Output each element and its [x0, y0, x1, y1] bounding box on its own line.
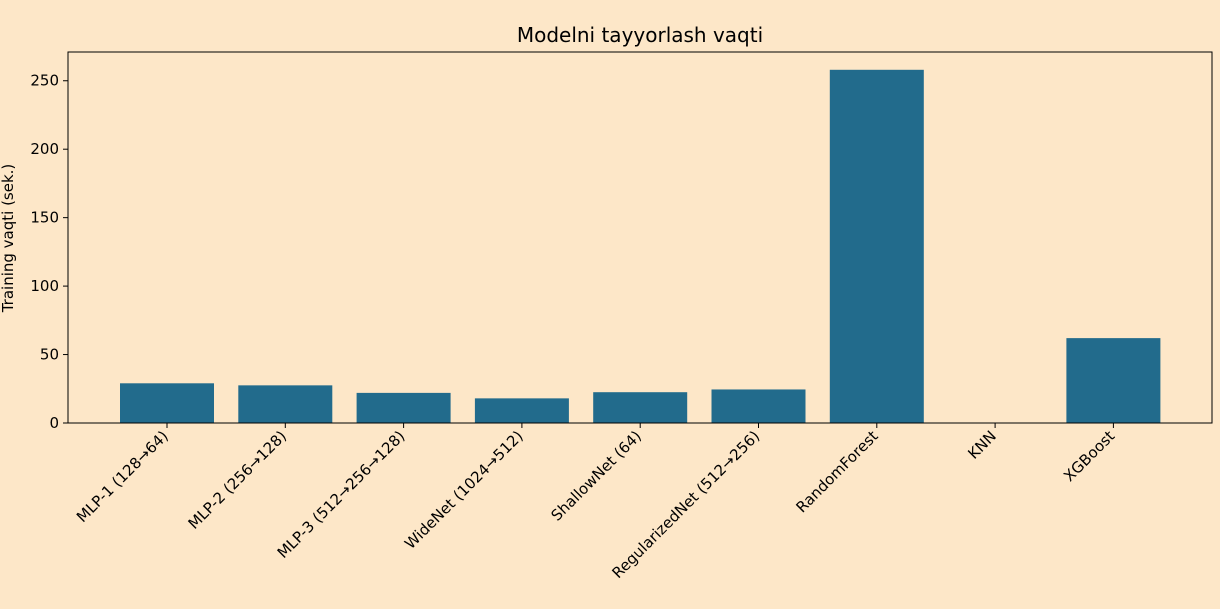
- bar-3: [474, 398, 569, 423]
- y-tick-label-1: 50: [40, 346, 59, 364]
- bar-5: [711, 389, 806, 423]
- y-axis: 0 50 100 150 200 250: [30, 72, 68, 432]
- x-tick-label-8: XGBoost: [1060, 427, 1118, 485]
- y-tick-label-3: 150: [30, 209, 59, 227]
- bar-2: [356, 392, 451, 423]
- bar-6: [829, 69, 924, 423]
- bar-1: [238, 385, 333, 423]
- x-axis: MLP-1 (128→64) MLP-2 (256→128)MLP-3 (512→…: [73, 423, 1118, 582]
- y-tick-label-2: 100: [30, 277, 59, 295]
- y-tick-label-4: 200: [30, 140, 59, 158]
- x-tick-label-1: MLP-2 (256→128): [185, 427, 291, 533]
- bars-group: [120, 69, 1161, 423]
- x-tick-label-0: MLP-1 (128→64): [73, 427, 172, 526]
- y-axis-label: Training vaqti (sek.): [0, 164, 17, 314]
- bar-8: [1066, 338, 1161, 423]
- y-tick-label-5: 250: [30, 72, 59, 90]
- y-tick-label-0: 0: [49, 414, 59, 432]
- x-tick-label-2: MLP-3 (512→256→128): [274, 427, 409, 562]
- x-tick-label-4: ShallowNet (64): [548, 427, 646, 525]
- chart-title: Modelni tayyorlash vaqti: [517, 23, 763, 47]
- plot-frame: [67, 51, 1213, 424]
- bar-4: [593, 392, 688, 423]
- x-tick-label-3: WideNet (1024→512): [401, 427, 527, 553]
- x-tick-label-6: RandomForest: [792, 427, 881, 516]
- bar-0: [120, 383, 214, 423]
- x-tick-label-7: KNN: [964, 427, 1000, 463]
